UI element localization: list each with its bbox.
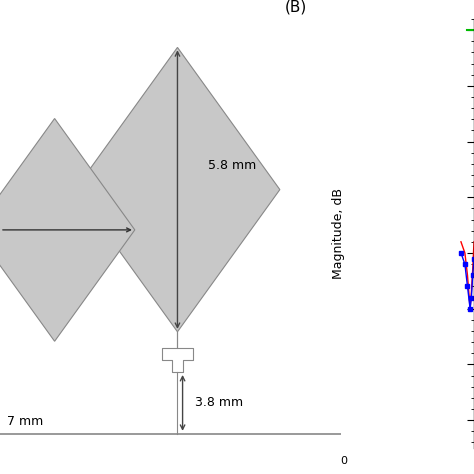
Polygon shape xyxy=(0,118,135,341)
Text: 0: 0 xyxy=(340,456,347,466)
Text: 7 mm: 7 mm xyxy=(7,415,43,428)
Polygon shape xyxy=(75,47,280,332)
Y-axis label: Magnitude, dB: Magnitude, dB xyxy=(332,188,345,279)
Text: 5.8 mm: 5.8 mm xyxy=(208,159,256,173)
Text: (B): (B) xyxy=(285,0,307,15)
Text: 3.8 mm: 3.8 mm xyxy=(194,396,243,410)
